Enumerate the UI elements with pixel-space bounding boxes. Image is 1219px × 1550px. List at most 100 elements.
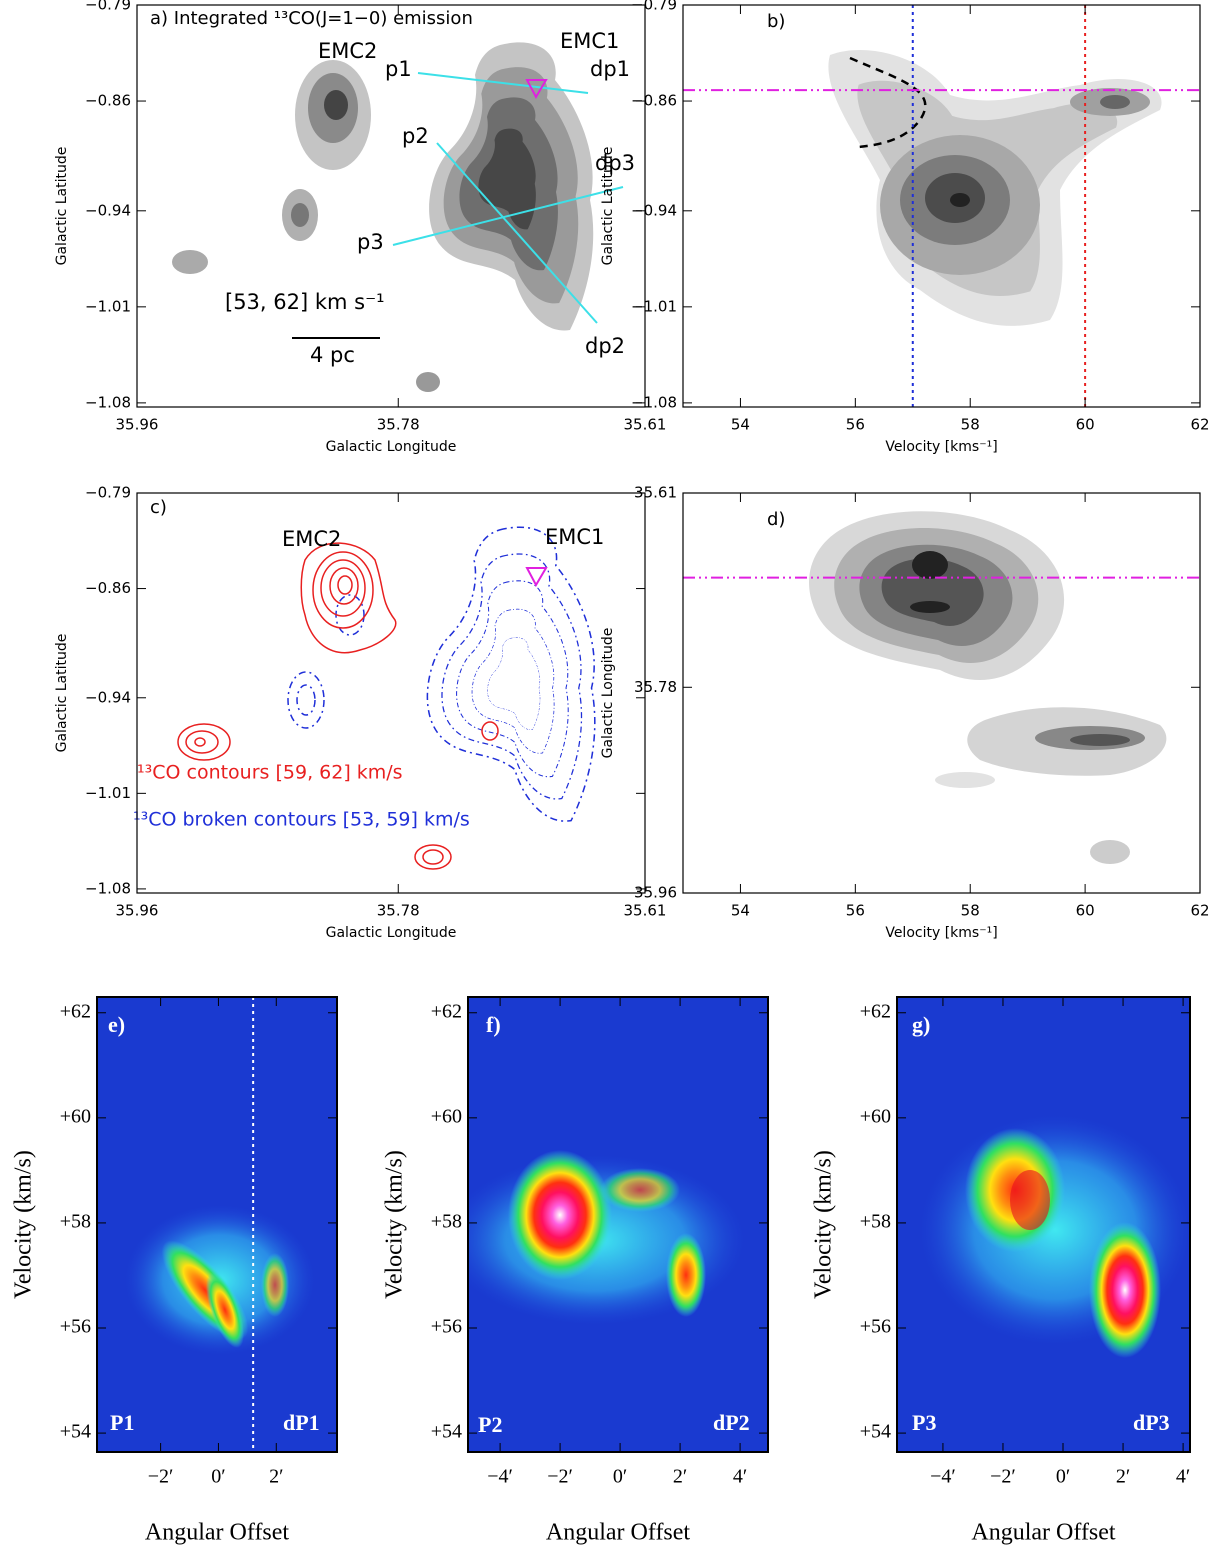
y-tick-label: +54 — [60, 1421, 91, 1443]
x-tick-label: 35.96 — [116, 902, 159, 920]
x-axis-label: Galactic Longitude — [326, 439, 457, 455]
y-tick-label: −0.94 — [631, 201, 677, 219]
heatmap-f — [468, 997, 768, 1452]
y-tick-label: −1.01 — [85, 297, 131, 315]
y-tick-label: +62 — [60, 1000, 91, 1022]
y-tick-label: −0.94 — [85, 201, 131, 219]
y-axis-label: Galactic Longitude — [600, 628, 616, 759]
x-tick-label: 56 — [846, 416, 865, 434]
y-tick-label: −1.08 — [631, 393, 677, 411]
plot-frame — [896, 996, 1191, 1453]
offset-label: dP2 — [713, 1410, 750, 1435]
x-tick-label: 54 — [731, 416, 750, 434]
offset-label: P2 — [478, 1412, 502, 1437]
x-tick-label: 4′ — [733, 1466, 747, 1488]
y-tick-label: −0.79 — [85, 484, 131, 502]
panel-title: g) — [912, 1012, 930, 1037]
y-axis-label: Velocity (km/s) — [811, 1150, 837, 1299]
y-tick-label: 35.78 — [634, 678, 677, 696]
annotation: p2 — [402, 124, 429, 148]
annotation: ¹³CO broken contours [53, 59] km/s — [133, 809, 470, 831]
plot-frame — [136, 492, 646, 894]
y-tick-label: +54 — [860, 1421, 891, 1443]
x-tick-label: 60 — [1076, 416, 1095, 434]
annotation: dp2 — [585, 334, 625, 358]
annotation: dp3 — [595, 151, 635, 175]
annotation: EMC2 — [318, 39, 377, 63]
y-tick-label: +60 — [860, 1105, 891, 1127]
x-axis-label: Velocity [kms⁻¹] — [885, 925, 997, 941]
y-axis-label: Galactic Latitude — [54, 634, 70, 753]
annotation: [53, 62] km s⁻¹ — [225, 290, 385, 314]
x-axis-label: Velocity [kms⁻¹] — [885, 439, 997, 455]
x-axis-label: Angular Offset — [971, 1520, 1116, 1546]
annotation: dp1 — [590, 57, 630, 81]
x-tick-label: 0′ — [211, 1466, 225, 1488]
y-tick-label: −0.86 — [85, 579, 131, 597]
annotation: EMC1 — [560, 29, 619, 53]
annotation: p1 — [385, 57, 412, 81]
x-tick-label: −2′ — [547, 1466, 573, 1488]
x-tick-label: 54 — [731, 902, 750, 920]
y-tick-label: +62 — [860, 1000, 891, 1022]
y-tick-label: −0.79 — [631, 0, 677, 14]
y-tick-label: +56 — [60, 1316, 91, 1338]
x-axis-label: Galactic Longitude — [326, 925, 457, 941]
pv-map-b — [828, 49, 1162, 326]
x-tick-label: 35.78 — [377, 902, 420, 920]
y-tick-label: −1.08 — [85, 879, 131, 897]
y-tick-label: −0.79 — [85, 0, 131, 14]
y-tick-label: −0.94 — [85, 688, 131, 706]
plot-frame — [467, 996, 769, 1453]
x-tick-label: 0′ — [1056, 1466, 1070, 1488]
y-axis-label: Galactic Latitude — [600, 147, 616, 266]
x-tick-label: −4′ — [930, 1466, 956, 1488]
y-tick-label: +56 — [431, 1316, 462, 1338]
heatmap-e — [97, 997, 337, 1452]
offset-label: P3 — [912, 1410, 936, 1435]
contour-map-c — [177, 526, 596, 870]
y-tick-label: +60 — [60, 1105, 91, 1127]
offset-label: dP1 — [283, 1410, 320, 1435]
y-tick-label: +54 — [431, 1421, 462, 1443]
y-tick-label: 35.96 — [634, 884, 677, 902]
panel-title: b) — [767, 11, 785, 32]
x-tick-label: 35.78 — [377, 416, 420, 434]
contour-map-a — [172, 42, 624, 392]
x-tick-label: 2′ — [1116, 1466, 1130, 1488]
x-tick-label: −2′ — [990, 1466, 1016, 1488]
plot-frame — [136, 4, 646, 408]
offset-label: dP3 — [1133, 1410, 1170, 1435]
offset-label: P1 — [110, 1410, 134, 1435]
annotation: EMC2 — [282, 527, 341, 551]
y-tick-label: −1.08 — [85, 393, 131, 411]
plot-frame — [682, 492, 1201, 894]
plot-frame — [682, 4, 1201, 408]
y-tick-label: +60 — [431, 1105, 462, 1127]
x-axis-label: Angular Offset — [546, 1520, 691, 1546]
x-tick-label: 35.61 — [624, 416, 667, 434]
annotation: EMC1 — [545, 525, 604, 549]
panel-title: e) — [108, 1012, 125, 1037]
y-axis-label: Velocity (km/s) — [382, 1150, 408, 1299]
panel-title: c) — [150, 497, 167, 518]
y-tick-label: −1.01 — [631, 297, 677, 315]
x-tick-label: 62 — [1190, 902, 1209, 920]
y-tick-label: +62 — [431, 1000, 462, 1022]
panel-title: f) — [486, 1012, 501, 1037]
y-axis-label: Velocity (km/s) — [11, 1150, 37, 1299]
annotation: 4 pc — [310, 343, 355, 367]
y-tick-label: +56 — [860, 1316, 891, 1338]
x-tick-label: −4′ — [487, 1466, 513, 1488]
x-tick-label: 56 — [846, 902, 865, 920]
pv-map-d — [809, 511, 1167, 864]
y-tick-label: −0.86 — [85, 92, 131, 110]
x-tick-label: 2′ — [673, 1466, 687, 1488]
annotation: p3 — [357, 230, 384, 254]
y-axis-label: Galactic Latitude — [54, 147, 70, 266]
y-tick-label: 35.61 — [634, 484, 677, 502]
heatmap-g — [897, 997, 1190, 1452]
x-tick-label: 4′ — [1176, 1466, 1190, 1488]
y-tick-label: −1.01 — [85, 784, 131, 802]
